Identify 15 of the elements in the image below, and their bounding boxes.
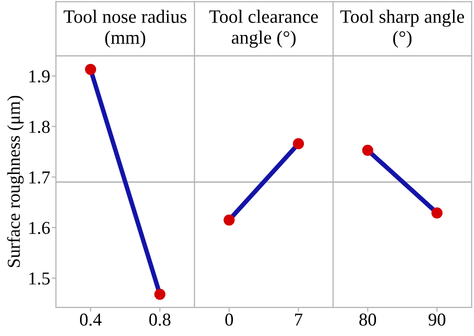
y-tick-label: 1.8 — [29, 120, 50, 134]
x-tick-label: 0 — [225, 314, 233, 326]
chart-title: Tool nose radius (mm) — [64, 10, 186, 48]
chart-title: Tool clearance angle (°) — [209, 10, 318, 48]
y-tick-label: 1.9 — [29, 70, 50, 83]
x-tick-label: 90 — [428, 314, 446, 326]
x-tick-label: 0.4 — [80, 314, 102, 326]
x-tick-label: 80 — [359, 314, 376, 326]
chart-title: Tool sharp angle (°) — [340, 10, 464, 48]
y-tick-label: 1.7 — [29, 171, 50, 184]
x-tick-label: 0.8 — [149, 314, 170, 326]
y-tick-label: 1.6 — [29, 222, 50, 234]
y-axis-title: Surface roughness (μm) — [7, 96, 24, 267]
x-tick-label: 7 — [295, 314, 302, 326]
y-tick-label: 1.5 — [29, 272, 50, 285]
